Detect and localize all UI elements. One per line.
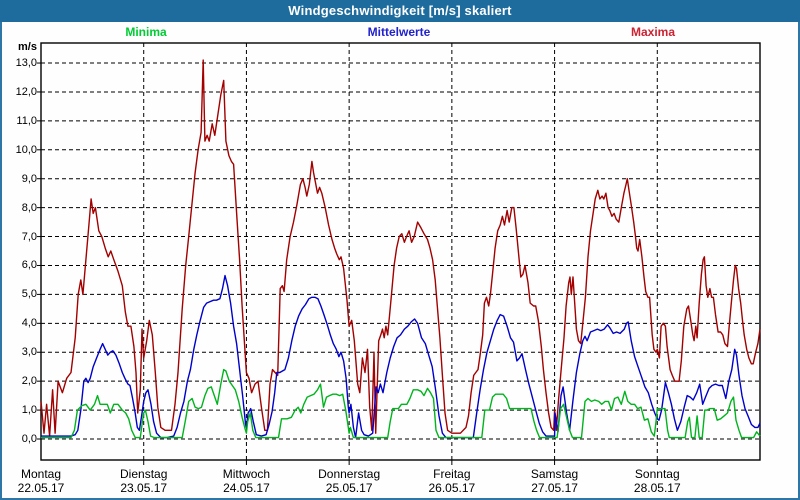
x-day-label: Freitag 26.05.17 [404, 467, 500, 495]
day-name: Sonntag [634, 467, 680, 481]
day-name: Dienstag [120, 467, 168, 481]
y-tick-label: 12,0 [15, 85, 37, 98]
y-tick-label: 3,0 [21, 346, 37, 359]
x-day-label: Montag 22.05.17 [0, 467, 89, 495]
day-name: Donnerstag [318, 467, 381, 481]
y-tick-label: 4,0 [21, 317, 37, 330]
window-title: Windgeschwindigkeit [m/s] skaliert [288, 3, 512, 18]
series-line-minima [41, 368, 761, 439]
legend-label-minima: Minima [125, 25, 167, 39]
x-day-label: Sonntag 28.05.17 [609, 467, 705, 495]
x-day-label: Mittwoch 24.05.17 [198, 467, 294, 495]
day-date: 23.05.17 [120, 481, 168, 495]
day-name: Mittwoch [222, 467, 271, 481]
y-tick-label: 1,0 [21, 404, 37, 417]
day-date: 25.05.17 [325, 481, 373, 495]
y-tick-label: 10,0 [15, 143, 37, 156]
day-date: 24.05.17 [223, 481, 270, 495]
title-bar: Windgeschwindigkeit [m/s] skaliert [0, 0, 800, 22]
series-line-mittelwerte [41, 274, 761, 439]
y-tick-label: 5,0 [21, 288, 37, 301]
series-line-maxima [40, 59, 761, 437]
plot-border [40, 42, 761, 461]
day-date: 26.05.17 [428, 481, 476, 495]
day-name: Freitag [433, 467, 471, 481]
day-date: 28.05.17 [633, 481, 681, 495]
legend-label-mittelwerte: Mittelwerte [367, 25, 431, 39]
y-tick-label: 13,0 [15, 57, 37, 70]
y-tick-label: 9,0 [21, 172, 37, 185]
x-day-label: Donnerstag 25.05.17 [301, 467, 397, 495]
legend: Minima Mittelwerte Maxima [0, 25, 800, 40]
y-tick-label: 8,0 [21, 201, 37, 214]
x-day-label: Samstag 27.05.17 [507, 467, 603, 495]
y-tick-label: 7,0 [21, 230, 37, 243]
x-day-label: Dienstag 23.05.17 [96, 467, 192, 495]
y-tick-label: 2,0 [21, 375, 37, 388]
y-axis-unit-label: m/s [18, 41, 37, 53]
y-tick-label: 11,0 [16, 114, 37, 127]
y-tick-label: 0,0 [21, 433, 37, 445]
day-name: Montag [20, 467, 62, 481]
day-date: 22.05.17 [17, 481, 65, 495]
legend-label-maxima: Maxima [630, 25, 676, 39]
day-date: 27.05.17 [531, 481, 578, 495]
day-name: Samstag [530, 467, 579, 481]
y-tick-label: 6,0 [21, 259, 37, 272]
